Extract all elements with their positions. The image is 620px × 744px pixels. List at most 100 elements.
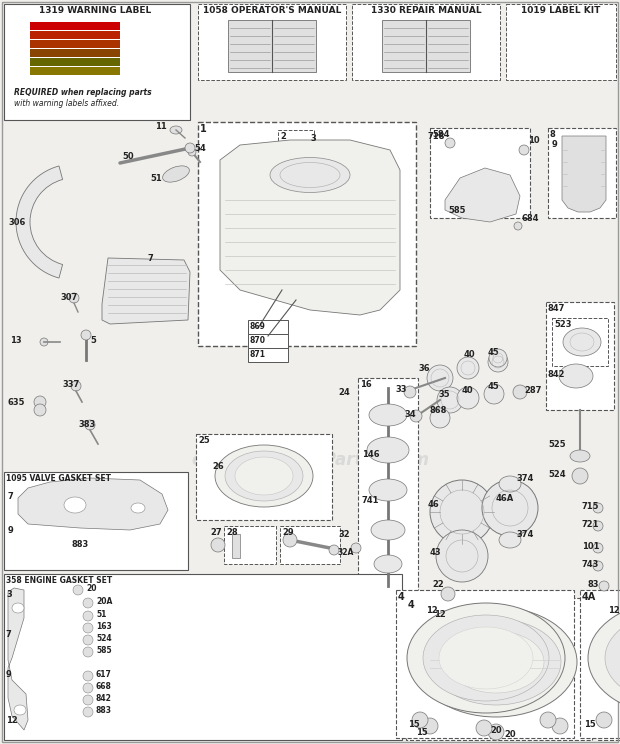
Ellipse shape [499,476,521,492]
Text: 5: 5 [90,336,96,345]
Ellipse shape [12,603,24,613]
Text: 7: 7 [6,630,12,639]
Circle shape [211,538,225,552]
Bar [430,128,530,218]
Text: 585: 585 [448,206,466,215]
Text: 9: 9 [6,670,12,679]
Text: 383: 383 [78,420,95,429]
Text: 25: 25 [198,436,210,445]
Text: 585: 585 [96,646,112,655]
Circle shape [83,695,93,705]
Text: 40: 40 [462,386,474,395]
Text: 15: 15 [408,720,420,729]
Ellipse shape [439,627,533,689]
Text: 83: 83 [588,580,600,589]
Text: 525: 525 [548,440,565,449]
Text: 1019 LABEL KIT: 1019 LABEL KIT [521,6,601,15]
Text: 3: 3 [310,134,316,143]
Text: 43: 43 [430,548,441,557]
Text: 4: 4 [408,600,415,610]
Circle shape [427,365,453,391]
Text: 9: 9 [552,140,558,149]
Bar [30,31,120,39]
Ellipse shape [64,497,86,513]
Bar [406,598,592,740]
Circle shape [40,338,48,346]
Ellipse shape [407,603,565,713]
Circle shape [519,145,529,155]
Ellipse shape [225,451,303,501]
Circle shape [540,712,556,728]
Text: 684: 684 [522,214,539,223]
Bar [248,348,288,362]
Polygon shape [18,478,168,530]
Ellipse shape [369,404,407,426]
Text: 163: 163 [96,622,112,631]
Circle shape [593,503,603,513]
Polygon shape [8,588,28,730]
Text: 15: 15 [584,720,596,729]
Text: 7: 7 [148,254,154,263]
Text: 718: 718 [428,132,445,141]
Circle shape [593,521,603,531]
Text: 12: 12 [434,610,446,619]
Text: 146: 146 [362,450,379,459]
Text: 524: 524 [96,634,112,643]
Text: 12: 12 [608,606,620,615]
Bar [198,4,346,80]
Text: 374: 374 [516,474,533,483]
Circle shape [488,724,504,740]
Circle shape [83,707,93,717]
Ellipse shape [499,532,521,548]
Circle shape [599,581,609,591]
Bar [30,22,120,30]
Text: 45: 45 [488,382,500,391]
Text: 842: 842 [96,694,112,703]
Bar [598,598,620,740]
Circle shape [34,404,46,416]
Bar [248,334,288,348]
Ellipse shape [131,503,145,513]
Circle shape [71,381,81,391]
Text: 10: 10 [528,136,539,145]
Text: 35: 35 [438,390,450,399]
Bar [396,590,574,738]
Bar [196,434,332,520]
Bar [552,318,608,366]
Text: 2: 2 [280,132,286,141]
Text: 46A: 46A [496,494,514,503]
Text: 32A: 32A [338,548,355,557]
Circle shape [404,386,416,398]
Ellipse shape [588,601,620,715]
Circle shape [513,385,527,399]
Circle shape [329,545,339,555]
Circle shape [422,718,438,734]
Text: 46: 46 [428,500,440,509]
Text: 358 ENGINE GASKET SET: 358 ENGINE GASKET SET [6,576,112,585]
Text: 20: 20 [490,726,502,735]
Text: 20: 20 [86,584,97,593]
Circle shape [83,683,93,693]
Text: 12: 12 [426,606,438,615]
Circle shape [34,396,46,408]
Circle shape [188,148,196,156]
Circle shape [351,543,361,553]
Text: 8: 8 [550,130,556,139]
Circle shape [83,611,93,621]
Polygon shape [562,136,606,212]
Bar [4,472,188,570]
Text: 12: 12 [6,716,18,725]
Circle shape [436,530,488,582]
Bar [4,574,402,740]
Circle shape [283,533,297,547]
Text: REQUIRED when replacing parts: REQUIRED when replacing parts [14,88,152,97]
Circle shape [73,585,83,595]
Circle shape [593,543,603,553]
Ellipse shape [162,166,189,182]
Circle shape [430,408,450,428]
Bar [278,130,314,156]
Ellipse shape [371,520,405,540]
Circle shape [83,623,93,633]
Polygon shape [220,140,400,315]
Text: 27: 27 [210,528,221,537]
